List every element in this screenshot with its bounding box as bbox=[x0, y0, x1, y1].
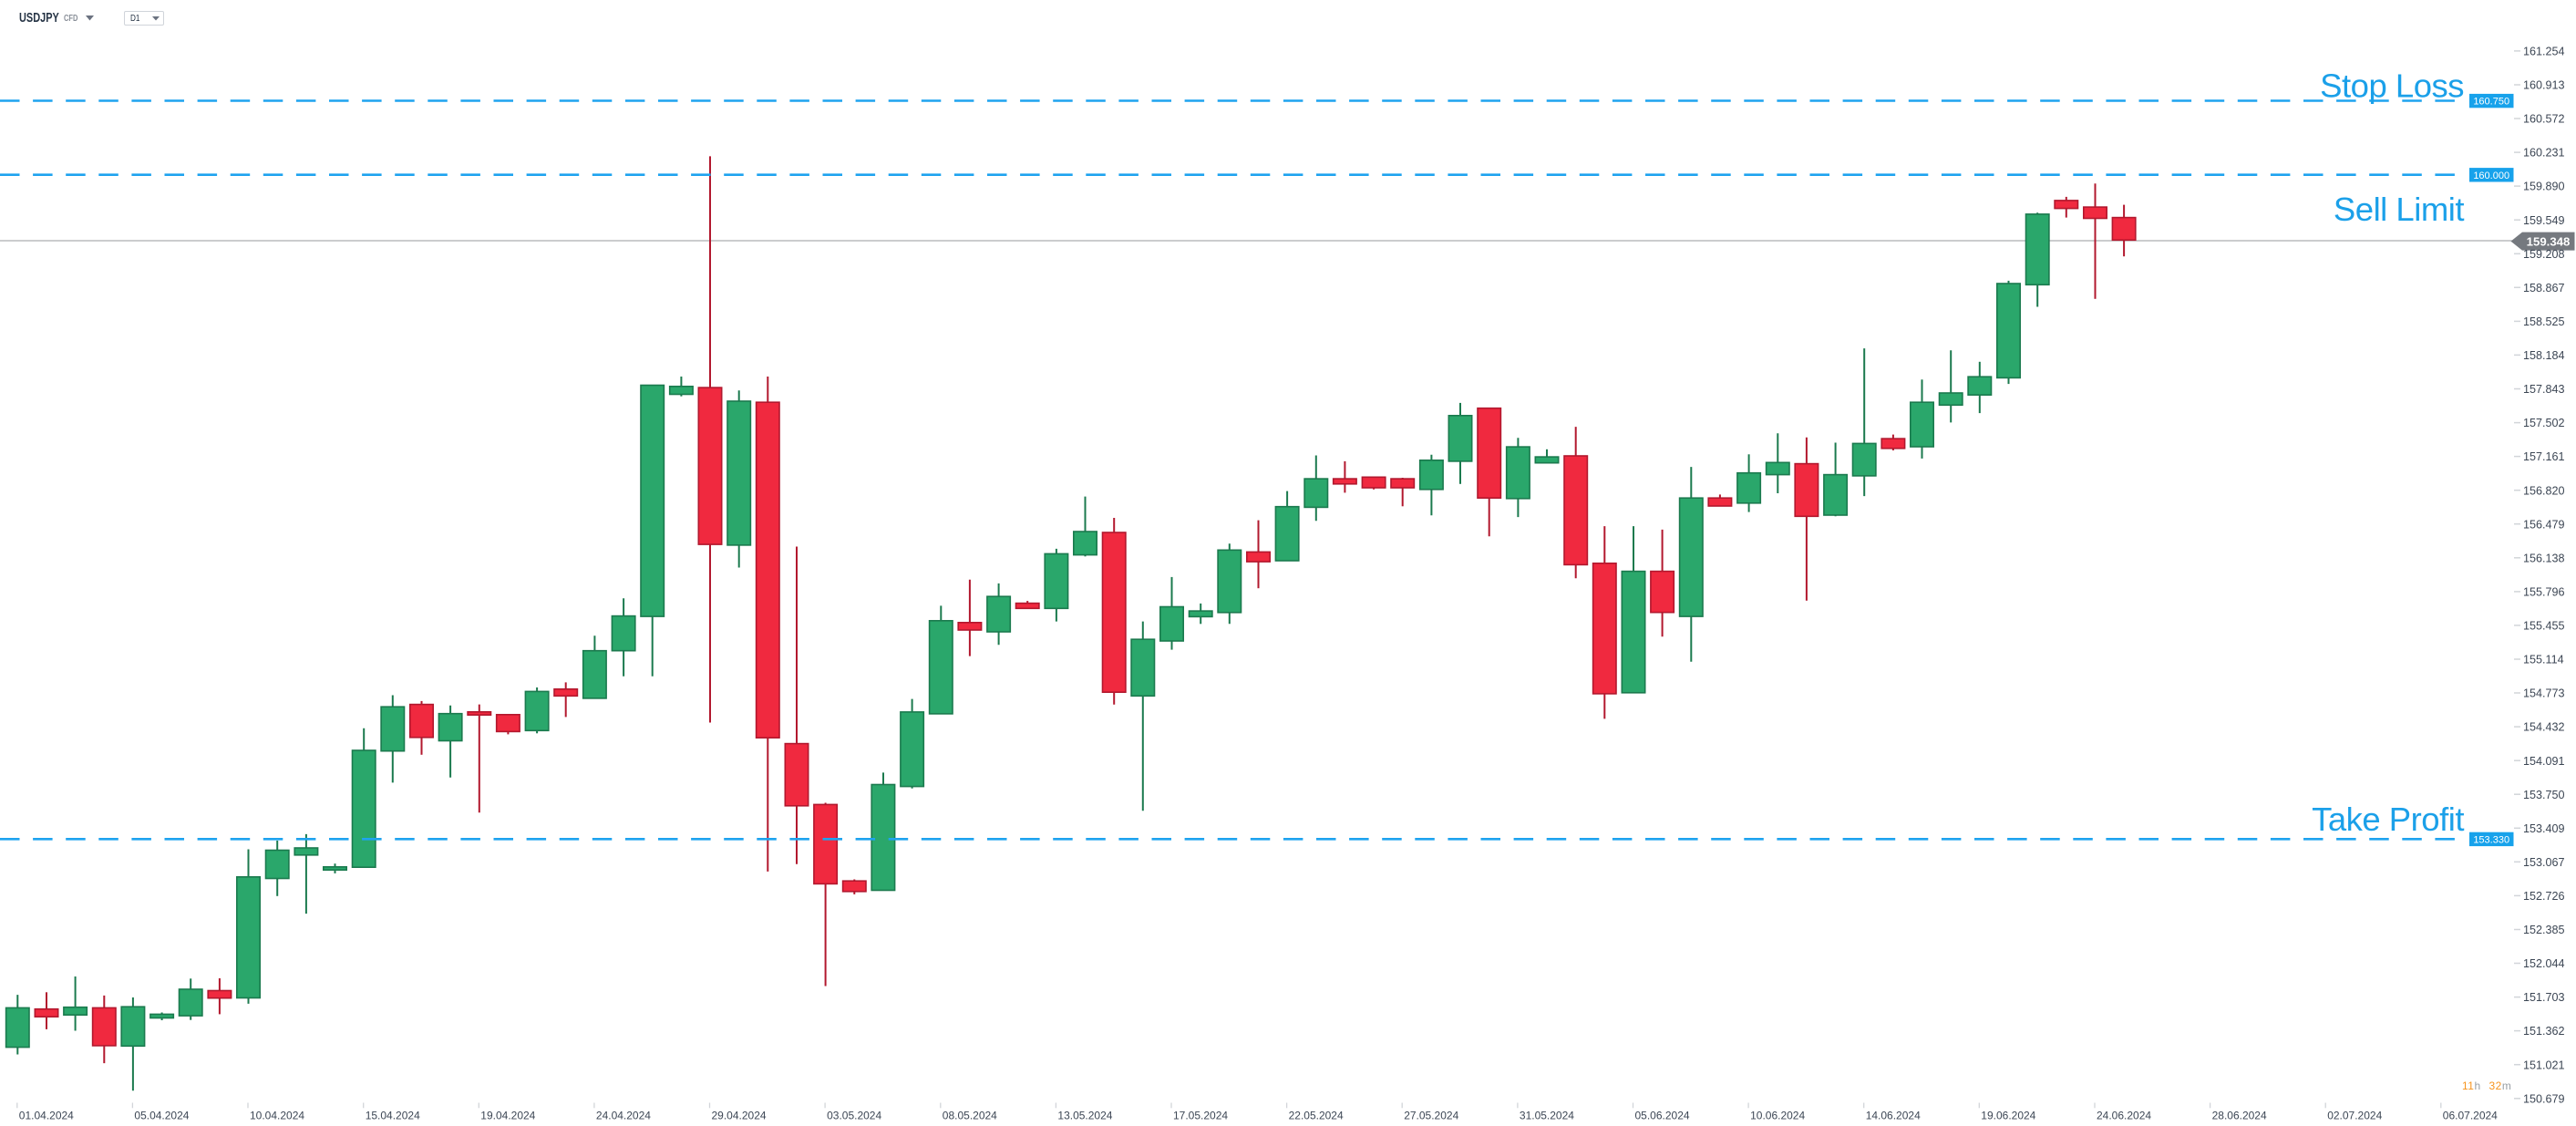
svg-text:154.432: 154.432 bbox=[2523, 721, 2565, 734]
svg-text:151.021: 151.021 bbox=[2523, 1059, 2565, 1071]
svg-text:155.455: 155.455 bbox=[2523, 620, 2565, 633]
svg-text:10.04.2024: 10.04.2024 bbox=[250, 1110, 304, 1122]
svg-text:Sell Limit: Sell Limit bbox=[2334, 191, 2464, 228]
svg-text:19.06.2024: 19.06.2024 bbox=[1981, 1110, 2035, 1122]
svg-text:160.913: 160.913 bbox=[2523, 79, 2565, 92]
svg-text:151.703: 151.703 bbox=[2523, 991, 2565, 1004]
svg-text:24.06.2024: 24.06.2024 bbox=[2097, 1110, 2151, 1122]
svg-text:159.890: 159.890 bbox=[2523, 181, 2565, 193]
svg-text:153.409: 153.409 bbox=[2523, 822, 2565, 835]
svg-text:152.044: 152.044 bbox=[2523, 957, 2565, 970]
svg-text:158.525: 158.525 bbox=[2523, 315, 2565, 328]
svg-text:14.06.2024: 14.06.2024 bbox=[1866, 1110, 1921, 1122]
svg-text:31.05.2024: 31.05.2024 bbox=[1520, 1110, 1574, 1122]
svg-text:160.000: 160.000 bbox=[2473, 170, 2509, 181]
svg-text:Stop Loss: Stop Loss bbox=[2320, 67, 2464, 105]
svg-text:157.843: 157.843 bbox=[2523, 383, 2565, 396]
svg-text:11h 32m: 11h 32m bbox=[2462, 1080, 2511, 1092]
svg-text:153.067: 153.067 bbox=[2523, 856, 2565, 869]
svg-text:27.05.2024: 27.05.2024 bbox=[1404, 1110, 1458, 1122]
svg-text:153.750: 153.750 bbox=[2523, 789, 2565, 801]
svg-text:159.208: 159.208 bbox=[2523, 248, 2565, 261]
svg-text:03.05.2024: 03.05.2024 bbox=[827, 1110, 881, 1122]
svg-text:160.750: 160.750 bbox=[2473, 97, 2509, 108]
svg-text:154.091: 154.091 bbox=[2523, 755, 2565, 768]
svg-text:17.05.2024: 17.05.2024 bbox=[1173, 1110, 1228, 1122]
svg-text:159.549: 159.549 bbox=[2523, 214, 2565, 227]
svg-text:22.05.2024: 22.05.2024 bbox=[1289, 1110, 1344, 1122]
svg-text:28.06.2024: 28.06.2024 bbox=[2212, 1110, 2267, 1122]
svg-text:06.07.2024: 06.07.2024 bbox=[2443, 1110, 2498, 1122]
svg-text:156.479: 156.479 bbox=[2523, 518, 2565, 531]
svg-text:29.04.2024: 29.04.2024 bbox=[712, 1110, 767, 1122]
svg-text:156.138: 156.138 bbox=[2523, 552, 2565, 564]
svg-text:01.04.2024: 01.04.2024 bbox=[19, 1110, 74, 1122]
svg-text:05.06.2024: 05.06.2024 bbox=[1635, 1110, 1690, 1122]
svg-text:160.231: 160.231 bbox=[2523, 147, 2565, 160]
svg-text:156.820: 156.820 bbox=[2523, 484, 2565, 497]
svg-text:Take Profit: Take Profit bbox=[2312, 801, 2464, 838]
svg-text:158.184: 158.184 bbox=[2523, 349, 2565, 362]
svg-text:19.04.2024: 19.04.2024 bbox=[480, 1110, 535, 1122]
svg-text:157.502: 157.502 bbox=[2523, 417, 2565, 429]
svg-text:05.04.2024: 05.04.2024 bbox=[134, 1110, 189, 1122]
svg-text:160.572: 160.572 bbox=[2523, 113, 2565, 126]
svg-text:08.05.2024: 08.05.2024 bbox=[943, 1110, 997, 1122]
svg-text:151.362: 151.362 bbox=[2523, 1025, 2565, 1038]
svg-text:154.773: 154.773 bbox=[2523, 687, 2565, 700]
svg-text:150.679: 150.679 bbox=[2523, 1092, 2565, 1105]
svg-text:159.348: 159.348 bbox=[2527, 234, 2571, 248]
svg-text:161.254: 161.254 bbox=[2523, 46, 2565, 58]
svg-text:157.161: 157.161 bbox=[2523, 450, 2565, 463]
svg-text:153.330: 153.330 bbox=[2473, 834, 2509, 845]
svg-text:15.04.2024: 15.04.2024 bbox=[366, 1110, 420, 1122]
svg-text:155.114: 155.114 bbox=[2523, 654, 2564, 666]
svg-text:158.867: 158.867 bbox=[2523, 282, 2565, 294]
svg-text:152.726: 152.726 bbox=[2523, 890, 2565, 903]
svg-text:152.385: 152.385 bbox=[2523, 924, 2565, 936]
svg-text:02.07.2024: 02.07.2024 bbox=[2327, 1110, 2382, 1122]
svg-text:24.04.2024: 24.04.2024 bbox=[596, 1110, 651, 1122]
svg-text:13.05.2024: 13.05.2024 bbox=[1057, 1110, 1112, 1122]
svg-text:155.796: 155.796 bbox=[2523, 586, 2565, 599]
svg-text:10.06.2024: 10.06.2024 bbox=[1750, 1110, 1805, 1122]
